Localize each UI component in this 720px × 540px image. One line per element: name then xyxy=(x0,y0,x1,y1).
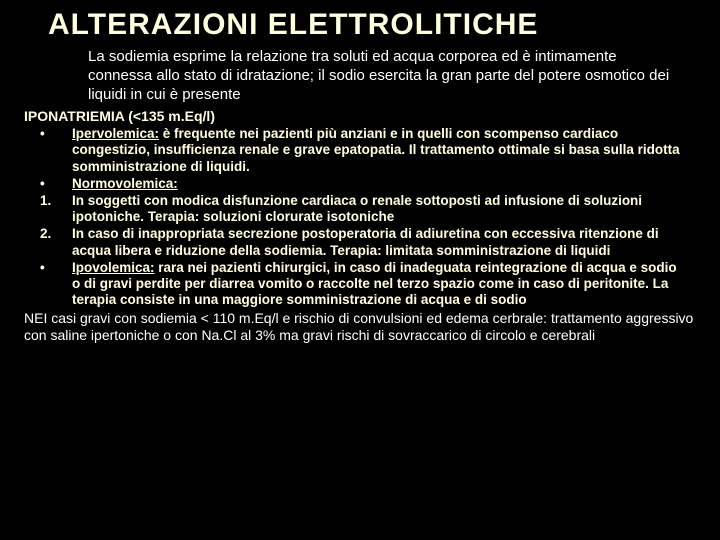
bullet: 2. xyxy=(24,226,72,258)
intro-paragraph: La sodiemia esprime la relazione tra sol… xyxy=(24,48,696,104)
item-list: • Ipervolemica: è frequente nei pazienti… xyxy=(24,126,696,308)
bullet: 1. xyxy=(24,193,72,225)
list-item: • Ipervolemica: è frequente nei pazienti… xyxy=(24,126,696,175)
item-label: Normovolemica: xyxy=(72,176,178,191)
item-text: rara nei pazienti chirurgici, in caso di… xyxy=(72,260,677,291)
bullet: • xyxy=(24,176,72,192)
item-highlight: Terapia: limitata somministrazione di li… xyxy=(330,243,610,258)
item-content: In caso di inappropriata secrezione post… xyxy=(72,226,696,258)
list-item: 1. In soggetti con modica disfunzione ca… xyxy=(24,193,696,225)
list-item: • Normovolemica: xyxy=(24,176,696,192)
item-content: Normovolemica: xyxy=(72,176,696,192)
page-title: ALTERAZIONI ELETTROLITICHE xyxy=(24,8,696,42)
list-item: 2. In caso di inappropriata secrezione p… xyxy=(24,226,696,258)
item-content: In soggetti con modica disfunzione cardi… xyxy=(72,193,696,225)
item-content: Ipovolemica: rara nei pazienti chirurgic… xyxy=(72,260,696,309)
item-label: Ipovolemica: xyxy=(72,260,155,275)
item-label: Ipervolemica: xyxy=(72,126,159,141)
item-highlight: Terapia: soluzioni clorurate isotoniche xyxy=(148,209,395,224)
item-content: Ipervolemica: è frequente nei pazienti p… xyxy=(72,126,696,175)
footer-paragraph: NEI casi gravi con sodiemia < 110 m.Eq/l… xyxy=(24,310,696,344)
bullet: • xyxy=(24,260,72,309)
section-header: IPONATRIEMIA (<135 m.Eq/l) xyxy=(24,108,696,124)
bullet: • xyxy=(24,126,72,175)
list-item: • Ipovolemica: rara nei pazienti chirurg… xyxy=(24,260,696,309)
